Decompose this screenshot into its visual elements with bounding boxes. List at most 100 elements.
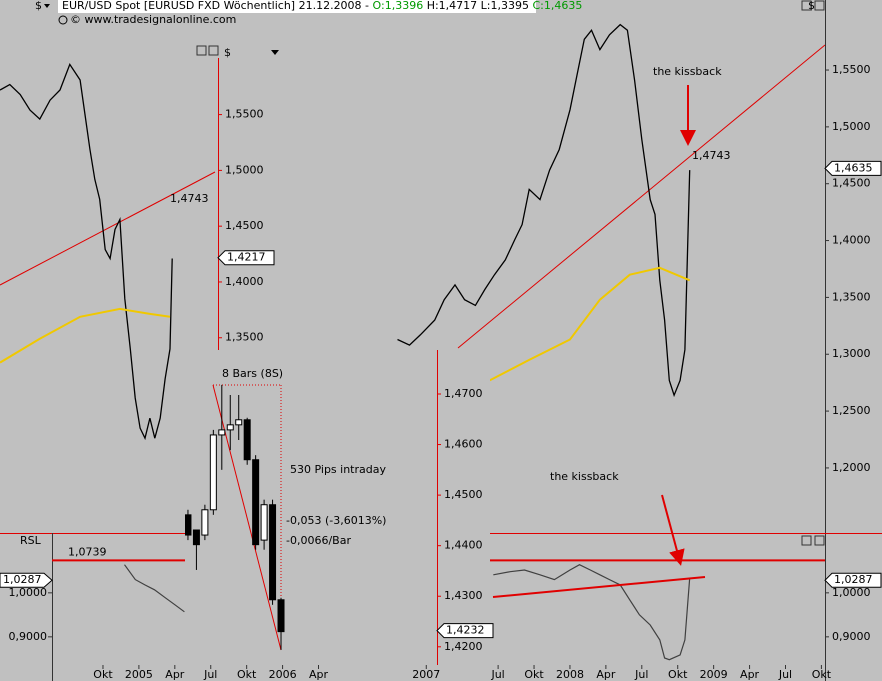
panel-title: RSL	[20, 534, 42, 547]
candle-body	[185, 514, 192, 536]
x-tick-label: 2006	[269, 668, 297, 681]
middle-plot	[185, 384, 285, 651]
copyright: © www.tradesignalonline.com	[70, 13, 236, 26]
price-line	[124, 564, 691, 661]
last-price-label: 1,0287	[834, 573, 873, 586]
main-plot	[397, 23, 825, 398]
currency: $	[224, 46, 231, 59]
x-tick-label: Jul	[634, 668, 648, 681]
last-price-box	[217, 250, 275, 266]
main-panel: 1,2000 1,2500 1,3000 1,3500 1,4000 1,4500 1,50…	[397, 0, 882, 681]
y-tick-label: 0,9000	[9, 630, 48, 643]
window-button[interactable]	[801, 0, 812, 11]
inset-background	[0, 350, 185, 530]
left-plot	[0, 62, 216, 441]
x-tick-label: Jul	[778, 668, 792, 681]
logo	[58, 15, 68, 25]
y-tick-label: 1,4600	[444, 438, 483, 451]
candle-body	[192, 529, 200, 546]
currency: $	[808, 0, 815, 12]
last-price-label: 1,0287	[3, 573, 42, 586]
last-price-box	[824, 572, 882, 588]
high: H:1,4717	[427, 0, 477, 12]
window-button[interactable]	[196, 45, 207, 56]
measure-line	[212, 384, 282, 651]
annotation: 530 Pips intraday	[290, 463, 386, 476]
currency: $	[35, 0, 42, 12]
header-background	[58, 0, 536, 13]
annotation: the kissback	[550, 470, 619, 483]
y-tick-label: 1,3500	[225, 331, 264, 344]
y-tick-label: 1,4500	[444, 488, 483, 501]
header-title: EUR/USD Spot [EURUSD FXD Wöchentlich] 21…	[62, 0, 582, 12]
window-button[interactable]	[801, 535, 812, 546]
x-tick-label: Okt	[237, 668, 257, 681]
candle-body	[277, 599, 285, 633]
open: O:1,3396	[373, 0, 424, 12]
trend-line	[492, 576, 706, 598]
trend-line	[0, 171, 216, 286]
x-tick-label: 2009	[700, 668, 728, 681]
y-tick-label: 1,4400	[444, 539, 483, 552]
candle-body	[226, 424, 234, 431]
last-price-label: 1,4232	[446, 624, 485, 637]
symbol: EUR/USD Spot [EURUSD FXD Wöchentlich] 21…	[62, 0, 369, 12]
x-tick-label: Apr	[596, 668, 616, 681]
last-price-label: 1,4635	[834, 161, 873, 174]
arrow	[661, 494, 685, 566]
y-tick-label: 1,4300	[444, 589, 483, 602]
window-button[interactable]	[208, 45, 219, 56]
x-tick-label: Apr	[309, 668, 329, 681]
candle-body	[252, 459, 260, 546]
candle-body	[209, 434, 217, 511]
close: C:1,4635	[533, 0, 583, 12]
x-tick-label: Okt	[93, 668, 113, 681]
price-marker: 1,4743	[692, 149, 731, 162]
y-tick-label: 1,0000	[832, 586, 871, 599]
x-tick-label: Apr	[165, 668, 185, 681]
annotation: -0,0066/Bar	[286, 534, 351, 547]
rsl-plot	[124, 564, 691, 661]
middle-inset: 1,4200 1,4300 1,4400 1,4500 1,4600 1,4700 1,42…	[185, 350, 494, 665]
y-tick-label: 1,5500	[225, 108, 264, 121]
inset-background	[0, 44, 290, 350]
candle-body	[201, 509, 209, 536]
x-tick-label: Jul	[203, 668, 217, 681]
y-tick-label: 1,0000	[9, 586, 48, 599]
x-tick-label: Okt	[668, 668, 688, 681]
y-tick-label: 1,4000	[832, 234, 871, 247]
y-tick-label: 1,3500	[832, 290, 871, 303]
last-price-label: 1,4217	[227, 251, 266, 264]
y-tick-label: 0,9000	[832, 630, 871, 643]
y-tick-label: 1,3000	[832, 347, 871, 360]
y-tick-label: 1,5000	[832, 120, 871, 133]
window-button[interactable]	[814, 0, 825, 11]
level-label: 1,0739	[68, 545, 107, 558]
x-tick-label: Apr	[740, 668, 760, 681]
inset-background	[185, 350, 490, 665]
y-tick-label: 1,2000	[832, 461, 871, 474]
x-tick-label: Okt	[524, 668, 544, 681]
left-inset: 1,3500 1,4000 1,4500 1,5000 1,5500 1,4743 1,42…	[0, 44, 290, 530]
x-tick-label: Jul	[490, 668, 504, 681]
x-tick-label: 2007	[412, 668, 440, 681]
candle-body	[243, 419, 251, 461]
window-button[interactable]	[814, 535, 825, 546]
x-tick-label: Okt	[812, 668, 832, 681]
moving-average	[0, 307, 171, 364]
annotation: the kissback	[653, 65, 722, 78]
y-tick-label: 1,4500	[832, 177, 871, 190]
y-tick-label: 1,5500	[832, 63, 871, 76]
y-tick-label: 1,4700	[444, 387, 483, 400]
last-price-box	[824, 160, 882, 176]
y-tick-label: 1,4200	[444, 640, 483, 653]
annotation: -0,053 (-3,6013%)	[286, 514, 386, 527]
trend-line	[457, 44, 825, 349]
dropdown[interactable]	[44, 4, 50, 8]
candle-body	[260, 504, 268, 541]
candle-body	[218, 429, 226, 436]
dropdown[interactable]	[271, 50, 279, 55]
last-price-box	[0, 572, 53, 588]
